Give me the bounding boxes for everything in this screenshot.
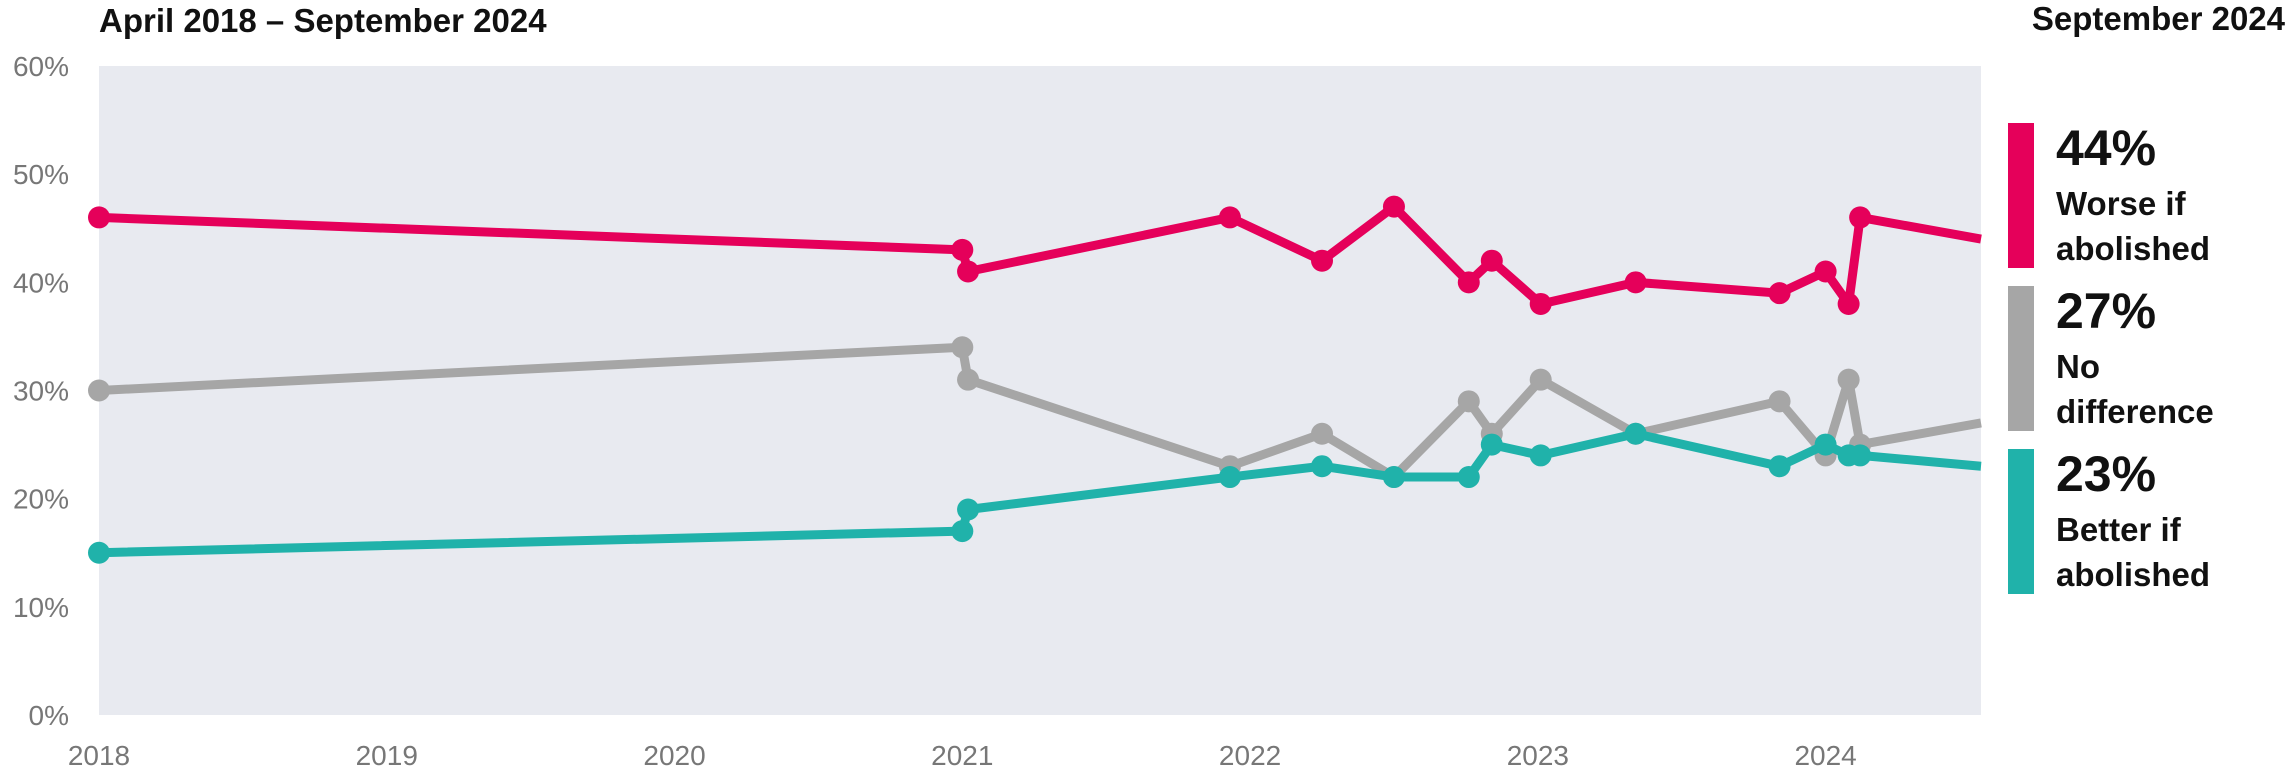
data-point — [951, 520, 974, 543]
chart: April 2018 – September 2024 0% 10% 20% 30% 4… — [13, 2, 1982, 771]
legend-label: No difference — [2056, 348, 2214, 430]
data-point — [957, 498, 980, 521]
x-tick-label: 2023 — [1507, 740, 1569, 771]
data-point — [1480, 433, 1503, 456]
plot-background — [99, 66, 1981, 715]
data-point — [951, 238, 974, 261]
data-point — [957, 260, 980, 283]
data-point — [1814, 433, 1837, 456]
y-tick-label: 10% — [13, 592, 69, 623]
data-point — [1218, 206, 1241, 229]
y-tick-label: 20% — [13, 484, 69, 515]
data-point — [1814, 260, 1837, 283]
data-point — [1529, 292, 1552, 315]
legend-swatch — [2008, 286, 2034, 431]
x-tick-label: 2020 — [643, 740, 705, 771]
legend-title: September 2024 — [2031, 0, 2285, 37]
legend-label: Better if abolished — [2056, 511, 2211, 593]
data-point — [88, 206, 110, 229]
data-point — [1457, 271, 1480, 294]
data-point — [1768, 455, 1791, 478]
data-point — [88, 541, 110, 564]
y-tick-label: 0% — [29, 700, 69, 731]
data-point — [1849, 444, 1872, 467]
data-point — [1768, 390, 1791, 413]
data-point — [1480, 249, 1503, 272]
data-point — [1382, 195, 1405, 218]
data-point — [1382, 466, 1405, 489]
data-point — [1311, 249, 1334, 272]
legend-swatch — [2008, 449, 2034, 594]
data-point — [1837, 368, 1860, 391]
data-point — [1529, 444, 1552, 467]
y-tick-label: 30% — [13, 376, 69, 407]
data-point — [1457, 466, 1480, 489]
data-point — [1311, 455, 1334, 478]
legend-value: 23% — [2056, 446, 2157, 502]
data-point — [1624, 422, 1647, 445]
data-point — [1218, 466, 1241, 489]
data-point — [1529, 368, 1552, 391]
x-tick-label: 2018 — [68, 740, 130, 771]
data-point — [1457, 390, 1480, 413]
x-tick-label: 2024 — [1794, 740, 1856, 771]
data-point — [88, 379, 110, 402]
data-point — [957, 368, 980, 391]
chart-title: April 2018 – September 2024 — [99, 2, 547, 39]
legend-value: 27% — [2056, 283, 2157, 339]
x-tick-label: 2022 — [1219, 740, 1281, 771]
data-point — [1768, 282, 1791, 305]
data-point — [1849, 206, 1872, 229]
y-tick-label: 40% — [13, 267, 69, 298]
data-point — [1311, 422, 1334, 445]
x-tick-label: 2021 — [931, 740, 993, 771]
legend-value: 44% — [2056, 120, 2157, 176]
legend-label: Worse if abolished — [2056, 185, 2211, 267]
y-tick-label: 60% — [13, 51, 69, 82]
y-tick-label: 50% — [13, 159, 69, 190]
data-point — [1837, 292, 1860, 315]
legend-swatch — [2008, 123, 2034, 268]
data-point — [951, 336, 974, 359]
data-point — [1624, 271, 1647, 294]
x-tick-label: 2019 — [356, 740, 418, 771]
